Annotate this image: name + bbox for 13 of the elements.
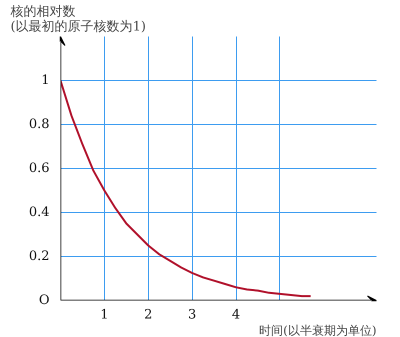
y-tick-label: 0.2 [28,249,50,264]
x-axis-title: 时间(以半衰期为单位) [259,324,377,337]
y-tick-label: 0.4 [28,205,50,220]
line-series [60,80,312,298]
y-tick-label: 1 [41,73,50,88]
y-tick-label: 0.8 [28,117,50,132]
x-tick-label: 4 [232,308,240,322]
y-axis-title: 核的相对数 (以最初的原子核数为1) [10,4,146,34]
y-tick-label: 0.6 [28,161,50,176]
y-tick-label: O [38,293,50,308]
x-tick-label: 2 [144,308,152,322]
x-tick-label: 3 [188,308,196,322]
x-tick-label: 1 [100,308,109,322]
